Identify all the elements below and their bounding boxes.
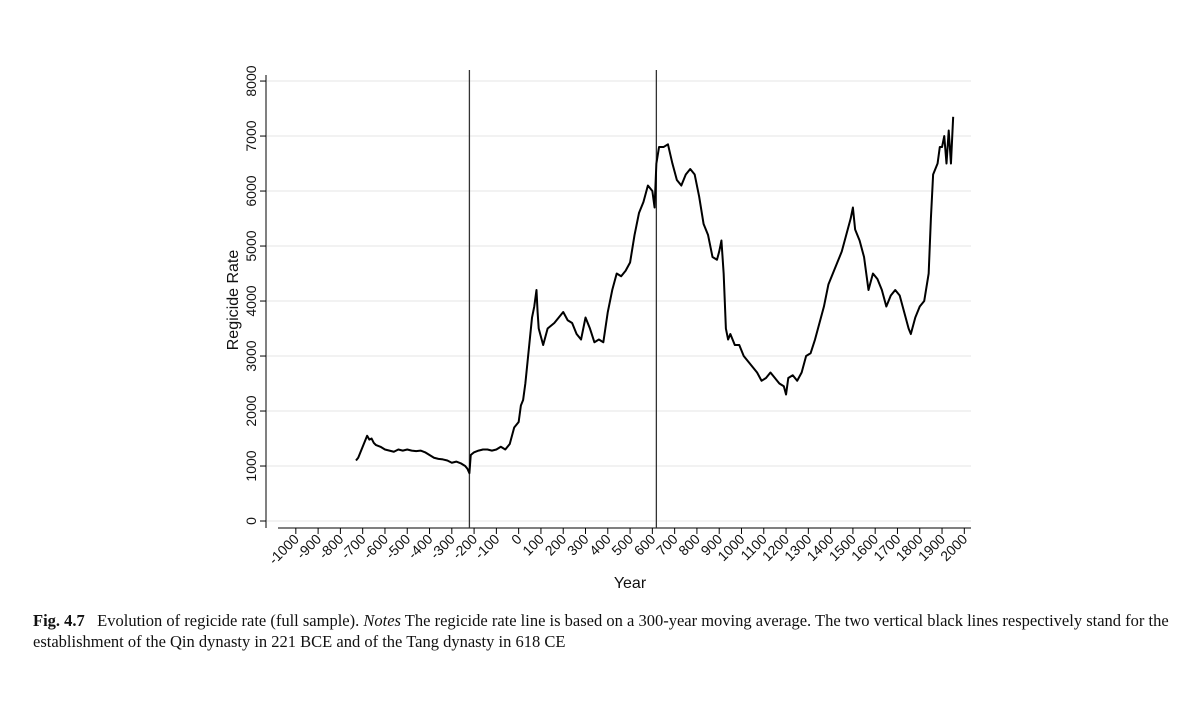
chart: Year Regicide Rate 0 1000 2000 3000 4000 5000… <box>225 65 971 592</box>
x-tick-label: 2000 <box>937 531 970 564</box>
x-tick-label: -100 <box>471 531 502 562</box>
caption-text: Evolution of regicide rate (full sample)… <box>97 611 360 630</box>
caption: Fig. 4.7 Evolution of regicide rate (ful… <box>33 610 1183 652</box>
y-axis-title: Regicide Rate <box>225 250 242 351</box>
notes-text: The regicide rate line is based on a 300… <box>33 611 1169 651</box>
notes-label: Notes <box>363 611 401 630</box>
y-tick-label: 5000 <box>243 230 259 261</box>
y-tick-label: 1000 <box>243 450 259 481</box>
x-axis-title: Year <box>614 575 647 592</box>
y-tick-label: 0 <box>243 517 259 525</box>
data-line <box>355 116 955 475</box>
caption-label: Fig. 4.7 <box>33 611 85 630</box>
y-tick-label: 2000 <box>243 395 259 426</box>
y-tick-label: 6000 <box>243 175 259 206</box>
y-tick-label: 8000 <box>243 65 259 96</box>
y-tick-label: 4000 <box>243 285 259 316</box>
y-tick-label: 7000 <box>243 120 259 151</box>
y-tick-label: 3000 <box>243 340 259 371</box>
